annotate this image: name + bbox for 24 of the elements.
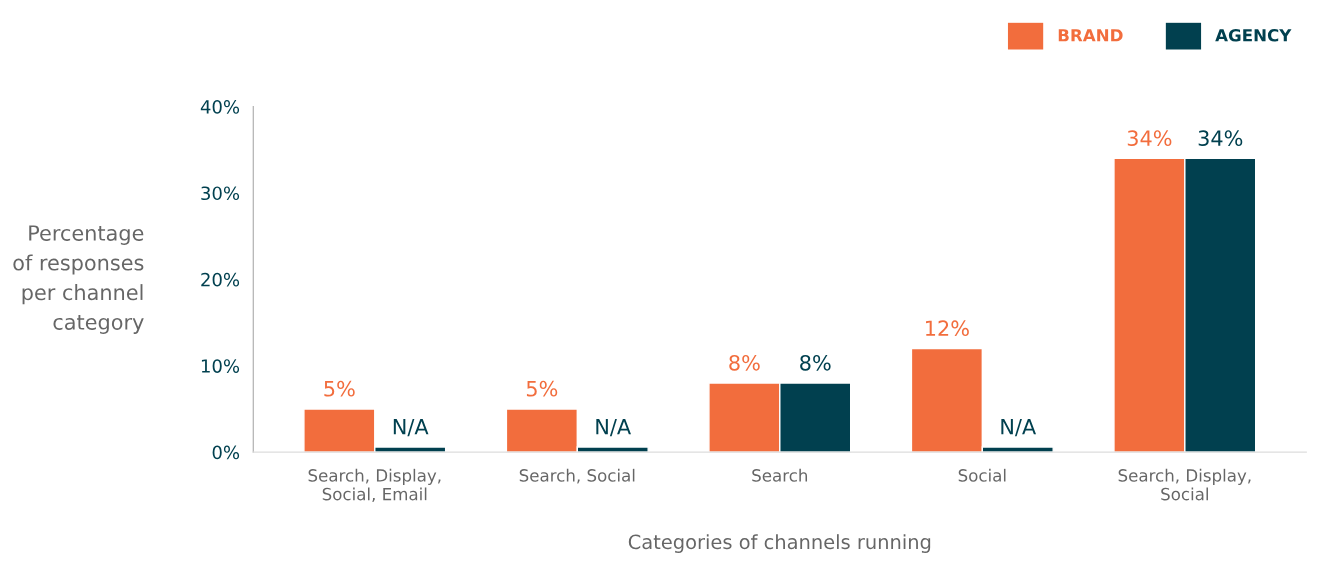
- data-label: 8%: [800, 354, 831, 371]
- x-tick-label: Search, Social: [519, 468, 635, 484]
- data-label: 12%: [926, 320, 969, 337]
- y-tick-label: 0%: [212, 445, 240, 460]
- y-tick-label: 40%: [200, 100, 240, 114]
- y-tick-label: 10%: [201, 359, 240, 373]
- y-axis-title: Percentage of responses per channel category: [13, 225, 144, 334]
- legend-label: AGENCY: [1215, 28, 1292, 42]
- data-label: 8%: [729, 354, 760, 371]
- data-label: N/A: [1001, 419, 1037, 437]
- x-tick-label: Social: [958, 468, 1006, 482]
- data-label: 34%: [1198, 130, 1243, 147]
- x-tick-label: Search, Display, Social: [1118, 468, 1251, 501]
- x-axis-title: Categories of channels running: [628, 534, 931, 553]
- y-tick-label: 30%: [201, 186, 240, 201]
- y-tick-label: 20%: [201, 272, 240, 287]
- legend-label: BRAND: [1058, 29, 1123, 42]
- data-label: N/A: [393, 419, 429, 437]
- data-label: 5%: [526, 380, 558, 397]
- x-tick-label: Search, Display, Social, Email: [308, 468, 441, 503]
- x-tick-label: Search: [752, 468, 808, 482]
- data-label: N/A: [596, 419, 631, 437]
- data-label: 34%: [1127, 130, 1172, 147]
- data-label: 5%: [324, 380, 355, 397]
